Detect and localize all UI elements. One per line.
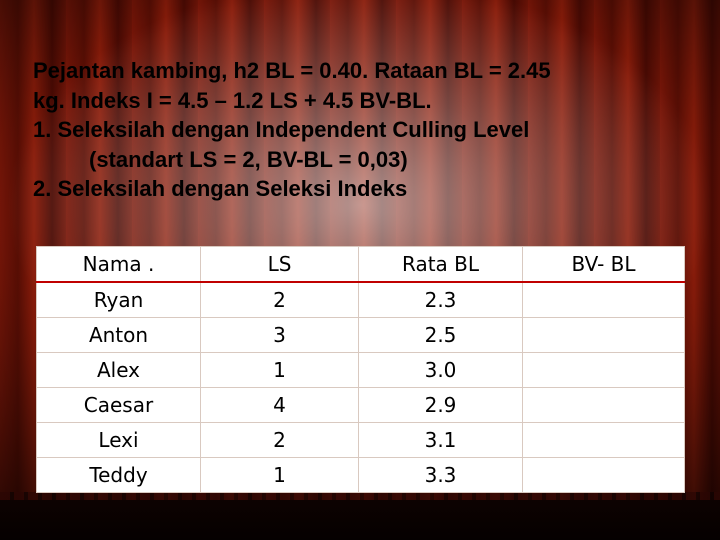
cell-nama: Caesar bbox=[36, 387, 201, 423]
header-bv-bl: BV- BL bbox=[522, 246, 685, 283]
cell-ls: 2 bbox=[200, 422, 359, 458]
cell-bv-bl bbox=[522, 457, 685, 493]
table-row: Lexi 2 3.1 bbox=[36, 422, 685, 458]
cell-bv-bl bbox=[522, 387, 685, 423]
table-header-row: Nama . LS Rata BL BV- BL bbox=[36, 246, 685, 283]
cell-ls: 1 bbox=[200, 352, 359, 388]
text-line-4: (standart LS = 2, BV-BL = 0,03) bbox=[89, 146, 408, 172]
cell-ls: 4 bbox=[200, 387, 359, 423]
cell-ls: 3 bbox=[200, 317, 359, 353]
cell-rata-bl: 3.3 bbox=[358, 457, 523, 493]
stage-floor bbox=[0, 500, 720, 540]
cell-nama: Ryan bbox=[36, 281, 201, 318]
text-line-3: 1. Seleksilah dengan Independent Culling… bbox=[33, 117, 530, 142]
cell-rata-bl: 2.3 bbox=[358, 281, 523, 318]
cell-bv-bl bbox=[522, 317, 685, 353]
cell-rata-bl: 2.5 bbox=[358, 317, 523, 353]
text-line-1: Pejantan kambing, h2 BL = 0.40. Rataan B… bbox=[33, 58, 551, 83]
cell-bv-bl bbox=[522, 422, 685, 458]
cell-ls: 2 bbox=[200, 281, 359, 318]
cell-bv-bl bbox=[522, 281, 685, 318]
header-ls: LS bbox=[200, 246, 359, 283]
cell-nama: Lexi bbox=[36, 422, 201, 458]
text-line-5: 2. Seleksilah dengan Seleksi Indeks bbox=[33, 176, 408, 201]
header-rata-bl: Rata BL bbox=[358, 246, 523, 283]
text-line-2: kg. Indeks I = 4.5 – 1.2 LS + 4.5 BV-BL. bbox=[33, 87, 432, 113]
data-table: Nama . LS Rata BL BV- BL Ryan 2 2.3 Anto… bbox=[36, 246, 685, 493]
cell-nama: Anton bbox=[36, 317, 201, 353]
table-row: Anton 3 2.5 bbox=[36, 317, 685, 353]
cell-ls: 1 bbox=[200, 457, 359, 493]
header-nama: Nama . bbox=[36, 246, 201, 283]
cell-bv-bl bbox=[522, 352, 685, 388]
cell-nama: Teddy bbox=[36, 457, 201, 493]
table-row: Ryan 2 2.3 bbox=[36, 281, 685, 318]
cell-nama: Alex bbox=[36, 352, 201, 388]
table-row: Teddy 1 3.3 bbox=[36, 457, 685, 493]
slide-text: Pejantan kambing, h2 BL = 0.40. Rataan B… bbox=[33, 56, 703, 204]
cell-rata-bl: 2.9 bbox=[358, 387, 523, 423]
cell-rata-bl: 3.1 bbox=[358, 422, 523, 458]
cell-rata-bl: 3.0 bbox=[358, 352, 523, 388]
table-row: Alex 1 3.0 bbox=[36, 352, 685, 388]
table-row: Caesar 4 2.9 bbox=[36, 387, 685, 423]
